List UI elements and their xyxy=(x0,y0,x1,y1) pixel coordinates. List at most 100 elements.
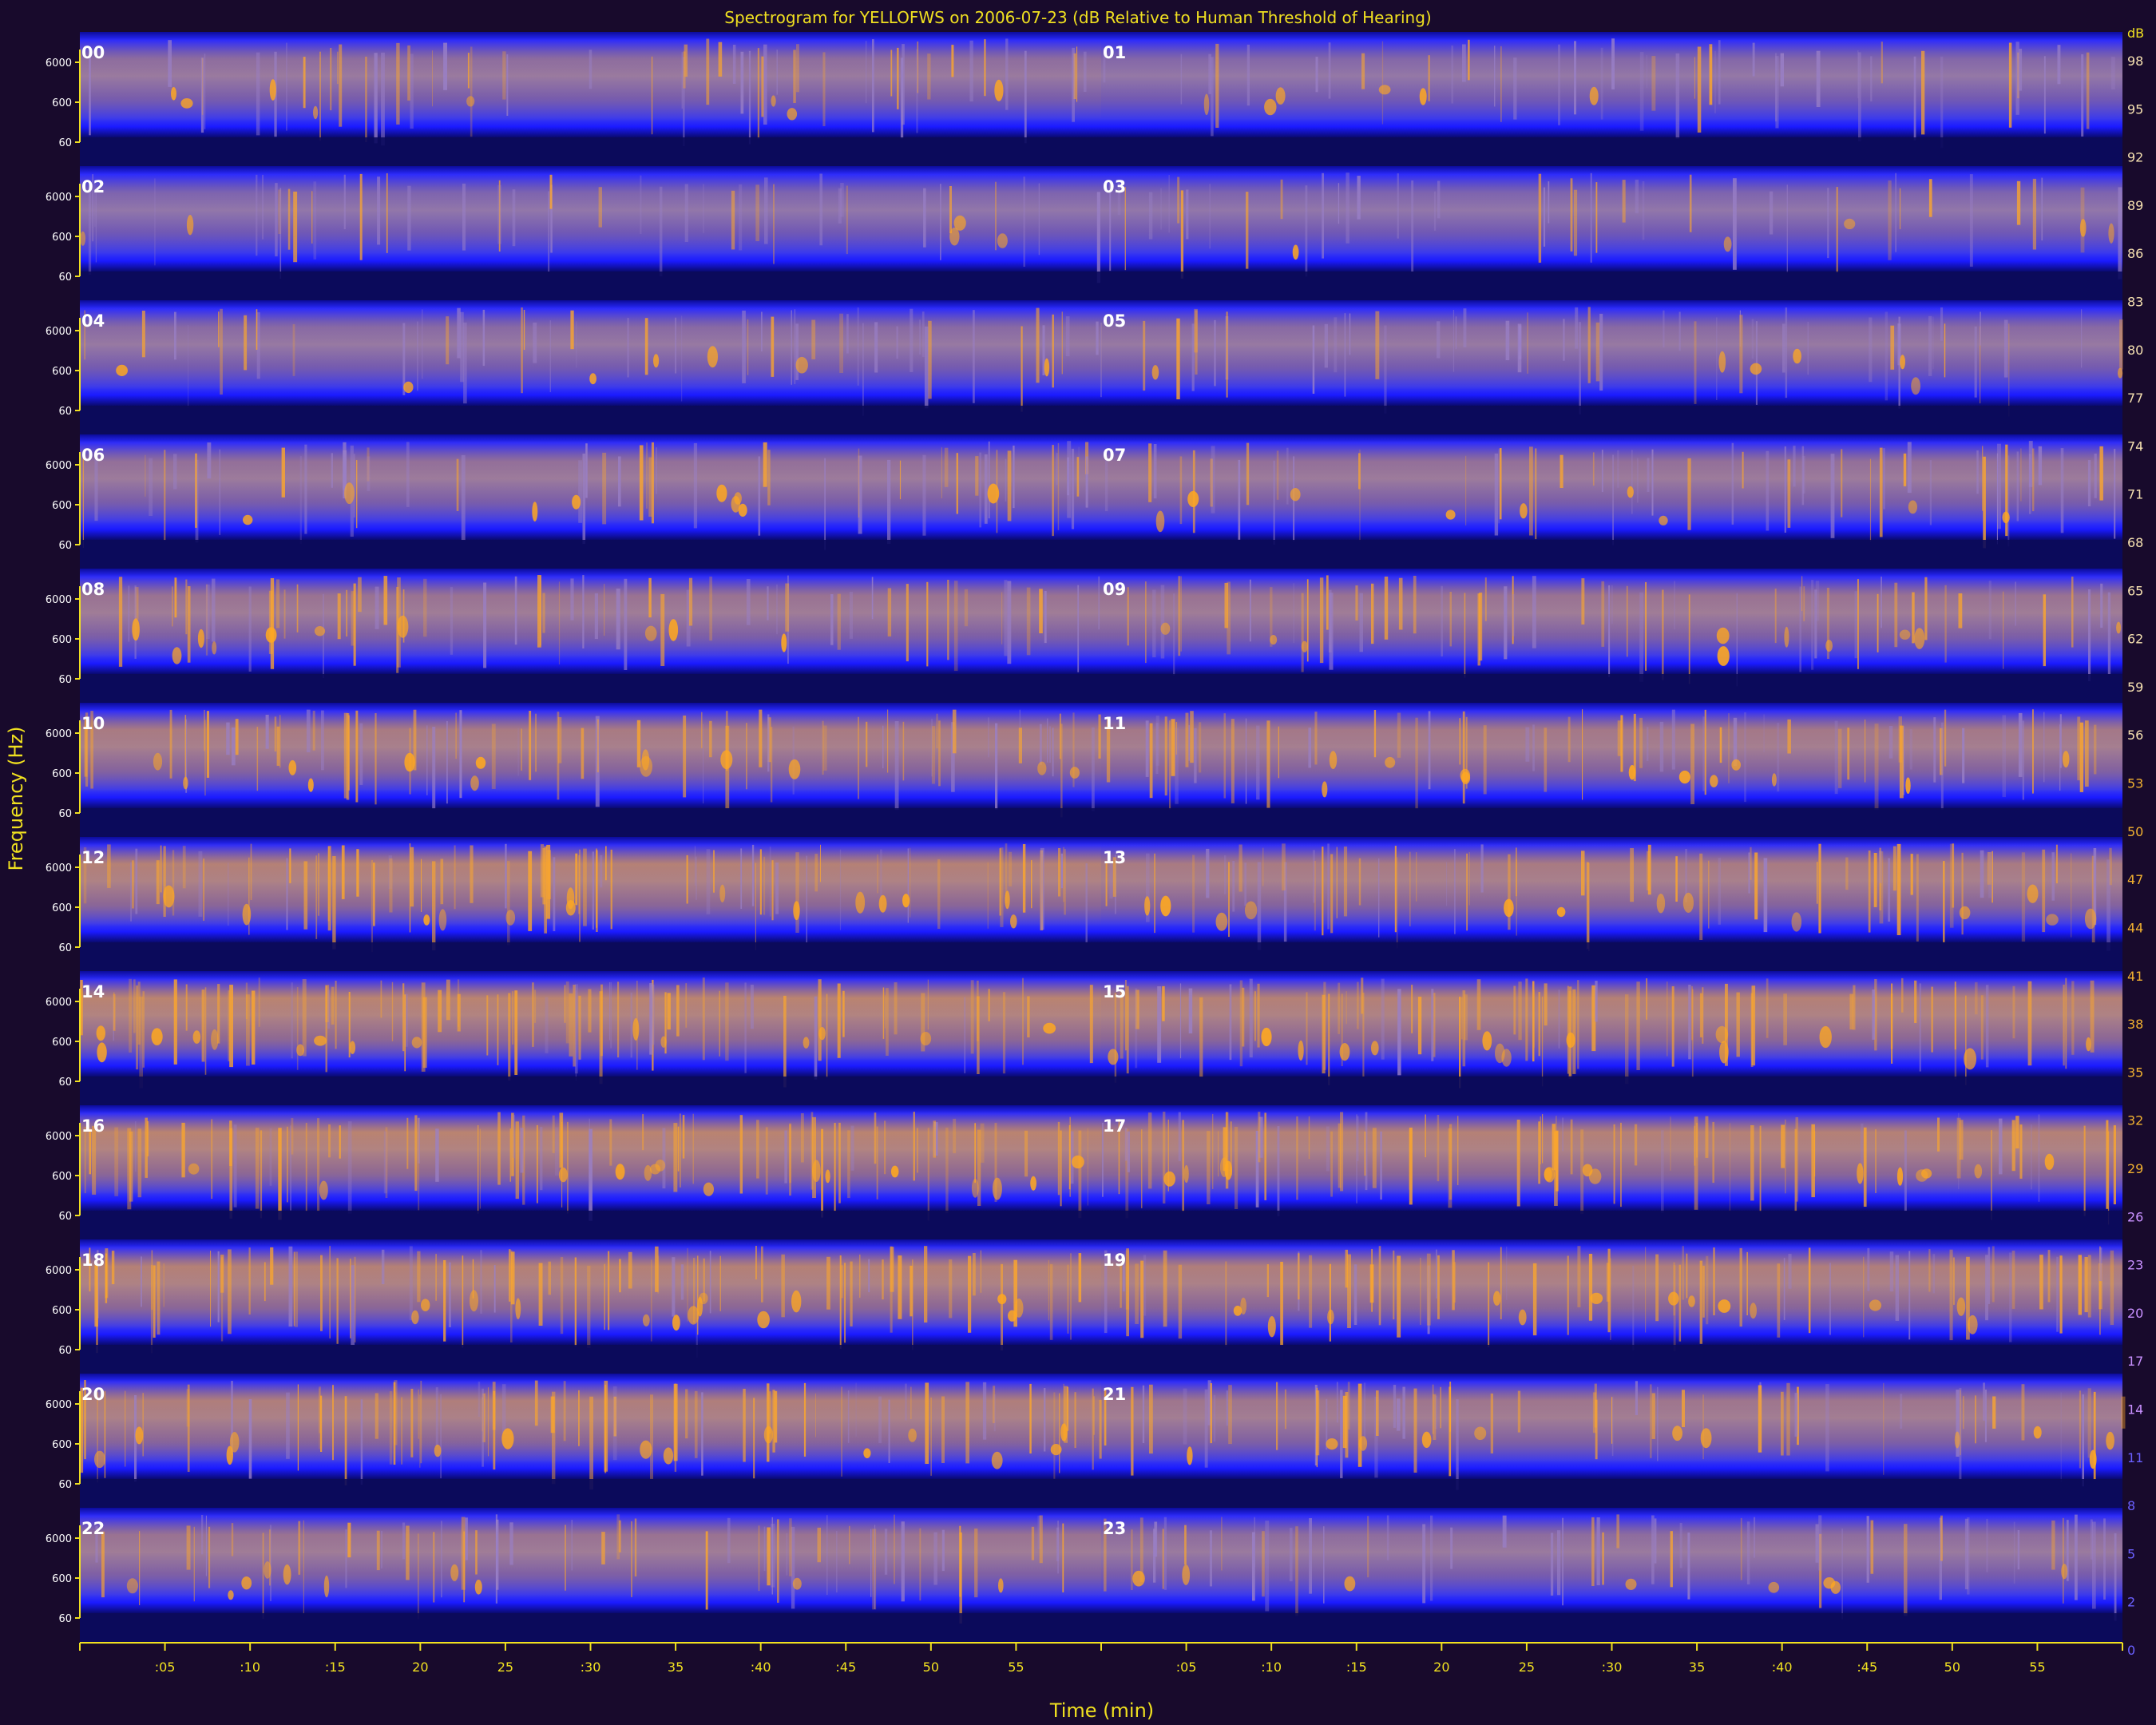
energy-blob xyxy=(1825,640,1833,652)
energy-streak xyxy=(604,1263,605,1330)
energy-streak xyxy=(1563,319,1565,361)
energy-streak xyxy=(1059,1393,1060,1473)
energy-streak xyxy=(1394,846,1397,933)
energy-streak xyxy=(1811,1124,1815,1198)
energy-streak xyxy=(1582,709,1583,800)
energy-streak xyxy=(142,991,145,1068)
energy-streak xyxy=(1224,855,1227,894)
energy-streak xyxy=(157,1261,161,1335)
energy-streak xyxy=(262,1533,264,1620)
colorbar-label: 8 xyxy=(2127,1498,2135,1513)
energy-streak xyxy=(1104,1518,1107,1592)
energy-streak xyxy=(113,992,115,1030)
energy-streak xyxy=(1506,1246,1508,1300)
energy-streak xyxy=(1661,1130,1664,1213)
energy-streak xyxy=(1315,57,1318,93)
energy-streak xyxy=(156,860,160,905)
energy-streak xyxy=(1857,579,1859,669)
energy-blob xyxy=(1005,890,1010,910)
energy-blob xyxy=(863,1448,871,1458)
energy-streak xyxy=(834,1123,836,1211)
energy-streak xyxy=(386,173,388,253)
energy-streak xyxy=(1858,52,1861,141)
energy-streak xyxy=(1785,1119,1786,1194)
energy-streak xyxy=(2087,460,2091,506)
energy-streak xyxy=(457,993,461,1032)
energy-streak xyxy=(396,42,400,125)
energy-streak xyxy=(275,183,278,256)
energy-streak xyxy=(928,320,932,399)
energy-streak xyxy=(769,847,771,917)
energy-streak xyxy=(1098,714,1101,759)
energy-streak xyxy=(456,458,459,511)
energy-streak xyxy=(502,51,506,100)
energy-streak xyxy=(339,1125,341,1159)
energy-streak xyxy=(193,1526,195,1602)
energy-blob xyxy=(1182,1564,1191,1585)
energy-streak xyxy=(1513,58,1517,120)
energy-streak xyxy=(2121,1396,2126,1429)
energy-streak xyxy=(612,1386,617,1461)
energy-streak xyxy=(435,1254,437,1301)
energy-streak xyxy=(818,979,822,1061)
energy-streak xyxy=(1759,1125,1762,1212)
energy-streak xyxy=(377,176,381,245)
energy-streak xyxy=(1459,997,1461,1089)
energy-streak xyxy=(95,190,97,263)
energy-streak xyxy=(1556,1130,1559,1192)
hour-label: 18 xyxy=(81,1251,105,1270)
energy-streak xyxy=(685,1389,688,1439)
energy-streak xyxy=(1626,585,1628,657)
energy-streak xyxy=(1958,1112,1960,1189)
energy-blob xyxy=(269,79,276,101)
energy-streak xyxy=(1178,1112,1181,1161)
energy-streak xyxy=(1004,580,1008,656)
energy-streak xyxy=(2079,1390,2081,1469)
energy-blob xyxy=(902,894,910,908)
energy-streak xyxy=(1328,589,1332,652)
energy-streak xyxy=(1163,1250,1167,1327)
energy-streak xyxy=(1322,172,1324,259)
energy-streak xyxy=(1312,850,1315,903)
energy-streak xyxy=(492,1382,496,1430)
energy-streak xyxy=(1541,996,1544,1087)
hour-label: 06 xyxy=(81,446,105,465)
energy-streak xyxy=(1719,727,1722,763)
energy-streak xyxy=(299,455,302,544)
energy-streak xyxy=(770,727,773,803)
energy-streak xyxy=(2007,455,2010,547)
energy-streak xyxy=(1662,589,1664,680)
energy-streak xyxy=(1512,576,1514,644)
energy-streak xyxy=(974,1123,976,1183)
energy-blob xyxy=(920,1032,932,1046)
energy-streak xyxy=(681,315,683,402)
energy-streak xyxy=(795,323,799,380)
energy-streak xyxy=(521,728,522,771)
energy-streak xyxy=(200,58,204,133)
energy-blob xyxy=(1339,1043,1350,1061)
energy-streak xyxy=(1632,1266,1635,1350)
energy-blob xyxy=(1717,646,1730,666)
energy-streak xyxy=(761,1246,763,1303)
energy-streak xyxy=(552,1115,555,1153)
energy-streak xyxy=(1895,1255,1900,1321)
energy-blob xyxy=(1482,1031,1492,1051)
energy-blob xyxy=(1719,1041,1729,1064)
energy-streak xyxy=(1815,581,1820,621)
hour-energy xyxy=(80,978,1101,1061)
energy-streak xyxy=(696,856,697,900)
energy-streak xyxy=(130,862,132,922)
y-tick-label: 600 xyxy=(52,232,72,244)
energy-streak xyxy=(1787,459,1791,528)
energy-streak xyxy=(410,54,414,129)
energy-streak xyxy=(1982,446,1984,511)
energy-streak xyxy=(560,1257,564,1334)
energy-streak xyxy=(844,1263,846,1343)
energy-streak xyxy=(1787,719,1791,754)
energy-streak xyxy=(839,849,842,930)
energy-streak xyxy=(1794,1128,1797,1212)
energy-blob xyxy=(1716,627,1730,644)
energy-streak xyxy=(1694,321,1697,404)
energy-blob xyxy=(663,1447,674,1465)
